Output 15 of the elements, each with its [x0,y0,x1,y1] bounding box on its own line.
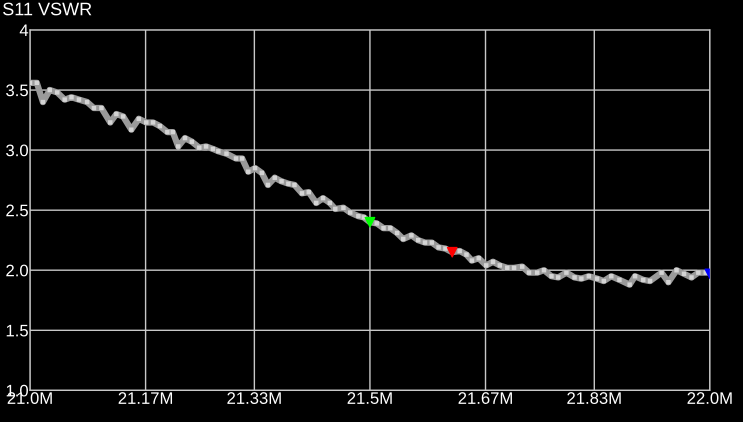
y-tick-label: 3.0 [6,144,28,156]
x-tick-label: 21.83M [567,392,621,404]
x-tick-label: 21.67M [458,392,512,404]
y-tick-label: 4 [20,24,28,36]
x-tick-label: 21.33M [227,392,281,404]
y-tick-label: 2.0 [6,264,28,276]
chart-title: S11 VSWR [3,2,92,16]
y-tick-label: 3.5 [6,84,28,96]
x-tick-label: 21.5M [348,392,392,404]
point [446,246,458,258]
x-tick-label: 22.0M [688,392,732,404]
point [364,216,376,228]
y-tick-label: 2.5 [6,204,28,216]
x-tick-label: 21.17M [118,392,172,404]
y-tick-label: 1.5 [6,324,28,336]
